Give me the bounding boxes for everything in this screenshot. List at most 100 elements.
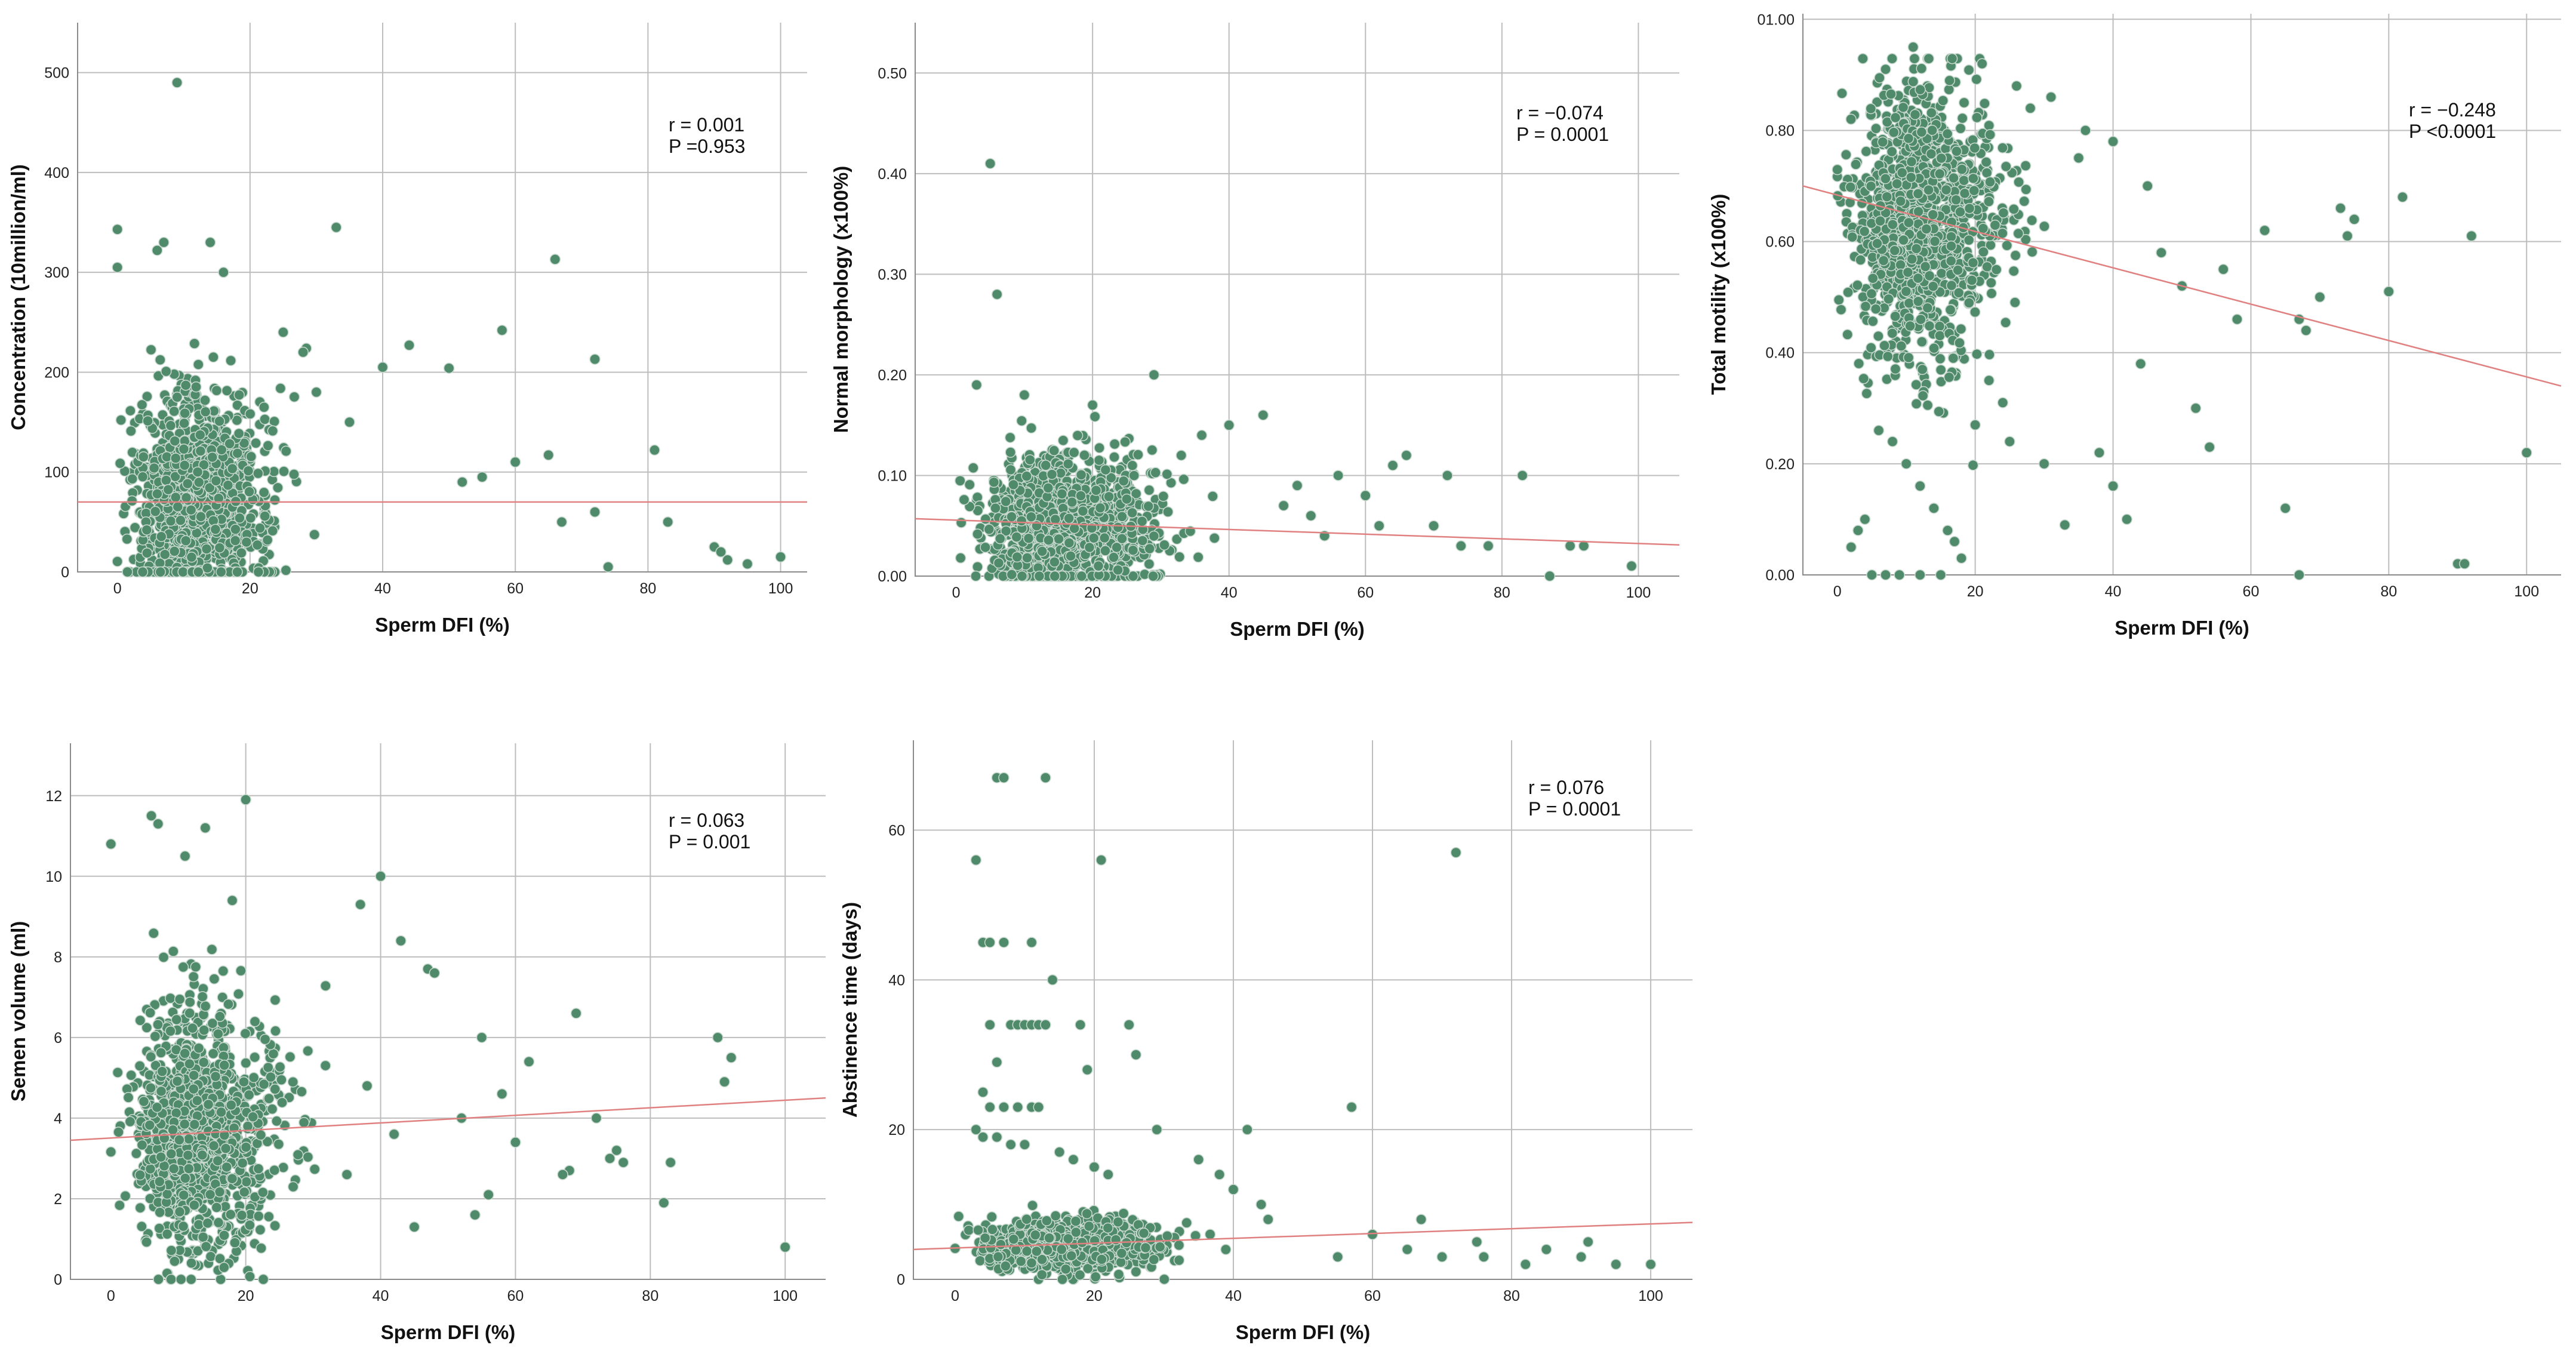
data-point <box>1907 41 1919 53</box>
data-point <box>269 994 281 1006</box>
data-point <box>1036 546 1048 557</box>
data-point <box>180 492 192 503</box>
data-point <box>2383 286 2395 297</box>
data-point <box>253 566 264 578</box>
data-point <box>1866 569 1878 581</box>
data-point <box>1857 53 1869 64</box>
data-point <box>232 447 244 459</box>
data-point <box>1008 479 1019 491</box>
data-point <box>2314 291 2326 303</box>
data-point <box>152 245 163 256</box>
data-point <box>1021 470 1032 482</box>
y-tick-label: 0.20 <box>878 367 907 384</box>
data-point <box>1959 187 1971 199</box>
data-point <box>137 566 149 578</box>
x-tick-label: 20 <box>1967 583 1984 600</box>
data-point <box>1879 340 1890 352</box>
data-point <box>1049 570 1061 582</box>
data-point <box>1997 227 2008 239</box>
data-point <box>195 511 207 522</box>
data-point <box>229 1237 241 1248</box>
data-point <box>1895 195 1906 207</box>
data-point <box>1928 343 1940 354</box>
data-point <box>1958 175 1969 186</box>
data-point <box>195 429 206 441</box>
data-point <box>1159 539 1170 551</box>
data-point <box>229 535 241 546</box>
data-point <box>1846 231 1858 243</box>
data-point <box>1137 535 1149 546</box>
data-point <box>2466 230 2477 242</box>
data-point <box>1971 112 1983 124</box>
data-point <box>1118 475 1129 487</box>
data-point <box>297 346 309 358</box>
x-tick-label: 60 <box>507 580 524 597</box>
data-point <box>775 551 786 563</box>
data-point <box>1894 569 1905 581</box>
y-tick-label: 6 <box>54 1030 62 1047</box>
data-point <box>270 1025 281 1037</box>
data-point <box>170 491 181 503</box>
data-point <box>1905 171 1917 183</box>
data-point <box>954 475 966 487</box>
data-point <box>1886 146 1898 158</box>
data-point <box>1927 209 1939 220</box>
data-point <box>267 525 278 537</box>
data-point <box>269 494 281 506</box>
data-point <box>2107 480 2119 492</box>
data-point <box>177 961 189 973</box>
data-point <box>274 1061 286 1073</box>
data-point <box>1917 390 1929 402</box>
data-point <box>149 506 161 518</box>
data-point <box>302 1151 314 1163</box>
data-point <box>995 533 1006 544</box>
data-point <box>215 1273 226 1285</box>
data-point <box>1072 430 1084 441</box>
data-point <box>1916 63 1927 75</box>
data-point <box>1969 142 1980 154</box>
data-point <box>476 471 488 483</box>
data-point <box>2349 214 2360 225</box>
y-tick-label: 0.10 <box>878 467 907 484</box>
data-point <box>2024 102 2036 114</box>
data-point <box>1832 164 1843 176</box>
data-point <box>1042 482 1054 494</box>
data-point <box>1062 458 1074 470</box>
data-point <box>958 494 970 506</box>
y-tick-label: 0 <box>61 564 69 581</box>
data-point <box>1360 490 1371 501</box>
data-point <box>2039 220 2050 232</box>
data-point <box>253 1210 264 1222</box>
data-point <box>171 392 183 403</box>
data-point <box>377 361 389 373</box>
data-point <box>125 1069 137 1081</box>
data-point <box>1915 313 1926 325</box>
data-point <box>1971 348 1983 360</box>
data-point <box>1626 560 1638 572</box>
data-point <box>1094 442 1105 454</box>
data-point <box>144 1119 156 1131</box>
data-point <box>2045 91 2057 103</box>
data-point <box>223 998 234 1010</box>
data-point <box>152 488 163 500</box>
data-point <box>1098 532 1110 544</box>
data-point <box>259 414 270 425</box>
data-point <box>190 961 202 973</box>
data-point <box>1963 64 1975 76</box>
data-point <box>1927 281 1939 292</box>
data-point <box>1870 123 1882 134</box>
data-point <box>168 946 179 957</box>
data-point <box>983 524 995 535</box>
data-point <box>156 531 167 542</box>
data-point <box>404 340 415 351</box>
data-point <box>169 546 180 557</box>
data-point <box>980 513 992 525</box>
data-point <box>242 465 254 476</box>
data-point <box>1963 234 1975 246</box>
data-point <box>1075 490 1087 501</box>
data-point <box>276 1074 287 1086</box>
data-point <box>1941 128 1953 140</box>
data-point <box>165 1245 177 1256</box>
data-point <box>177 566 189 578</box>
